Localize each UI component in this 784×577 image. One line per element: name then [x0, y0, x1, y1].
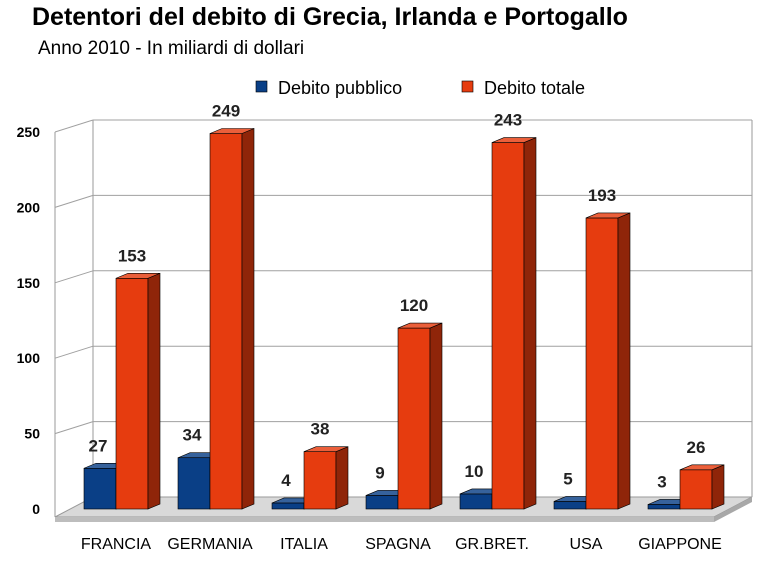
legend-swatch [255, 80, 268, 93]
data-label: 26 [687, 438, 706, 457]
bar-front [491, 142, 525, 510]
legend-label: Debito totale [484, 78, 585, 98]
legend-swatch [461, 80, 474, 93]
gridline-diag [54, 270, 94, 284]
bar-top [115, 272, 161, 279]
data-label: 5 [563, 469, 572, 488]
chart-floor-edge [55, 517, 714, 522]
gridline-diag [54, 421, 94, 435]
chart-title: Detentori del debito di Grecia, Irlanda … [32, 3, 628, 31]
gridline-diag [54, 194, 94, 208]
data-label: 249 [212, 102, 240, 121]
data-label: 153 [118, 246, 146, 265]
gridline-diag [54, 345, 94, 359]
chart-subtitle: Anno 2010 - In miliardi di dollari [38, 38, 305, 59]
bar-front [397, 327, 431, 510]
bar-side [335, 446, 349, 510]
bar-side [429, 322, 443, 510]
x-tick-label: SPAGNA [365, 536, 431, 553]
legend: Debito pubblico Debito totale [255, 78, 585, 98]
bar-front [585, 217, 619, 510]
x-tick-label: USA [570, 536, 603, 553]
x-axis: FRANCIA GERMANIA ITALIA SPAGNA GR.BRET. USA GI… [81, 536, 722, 553]
data-label: 34 [183, 426, 202, 445]
bar [585, 212, 631, 510]
bar [397, 322, 443, 510]
bar [209, 128, 255, 510]
bar-front [553, 501, 587, 510]
x-tick-label: ITALIA [280, 536, 328, 553]
data-label: 9 [375, 463, 384, 482]
bar-front [459, 493, 493, 510]
x-tick-label: FRANCIA [81, 536, 152, 553]
bar-front [271, 502, 305, 510]
bar-top [397, 322, 443, 329]
bar-front [177, 457, 211, 510]
data-label: 10 [465, 462, 484, 481]
data-label: 120 [400, 296, 428, 315]
x-tick-label: GERMANIA [167, 536, 253, 553]
data-label: 38 [311, 420, 330, 439]
bar-top [303, 446, 349, 452]
bar [303, 446, 349, 510]
gridline-diag [54, 119, 94, 133]
bar [115, 272, 161, 510]
bar-side [241, 128, 255, 510]
bar-side [617, 212, 631, 510]
bar-top [491, 137, 537, 143]
bar-front [209, 133, 243, 510]
x-tick-label: GR.BRET. [455, 536, 529, 553]
bar-front [115, 277, 149, 510]
data-label: 3 [657, 472, 666, 491]
y-tick-label: 100 [17, 350, 41, 366]
y-tick-label: 200 [17, 199, 41, 215]
y-axis: 0 50 100 150 200 250 [17, 124, 41, 517]
y-tick-label: 0 [32, 501, 40, 517]
x-tick-label: GIAPPONE [638, 536, 722, 553]
bar-side [523, 137, 537, 510]
bar [679, 464, 725, 510]
bar-front [303, 451, 337, 510]
y-tick-label: 250 [17, 124, 41, 140]
data-label: 243 [494, 111, 522, 130]
bar-front [647, 504, 681, 510]
data-labels: 27 153 34 249 4 38 9 120 10 243 5 193 3 26 [89, 102, 706, 492]
data-label: 193 [588, 186, 616, 205]
bars [83, 128, 725, 510]
bar-top [585, 212, 631, 219]
y-tick-label: 150 [17, 275, 41, 291]
data-label: 27 [89, 436, 108, 455]
bar-front [83, 467, 117, 510]
bar-side [147, 272, 161, 510]
bar-top [679, 464, 725, 471]
bar [491, 137, 537, 510]
data-label: 4 [281, 471, 291, 490]
bar-front [365, 495, 399, 510]
legend-label: Debito pubblico [278, 78, 402, 98]
bar-side [711, 464, 725, 510]
bar-top [209, 128, 255, 134]
y-tick-label: 50 [24, 426, 40, 442]
bar-front [679, 469, 713, 510]
chart-floor-side [714, 497, 752, 522]
